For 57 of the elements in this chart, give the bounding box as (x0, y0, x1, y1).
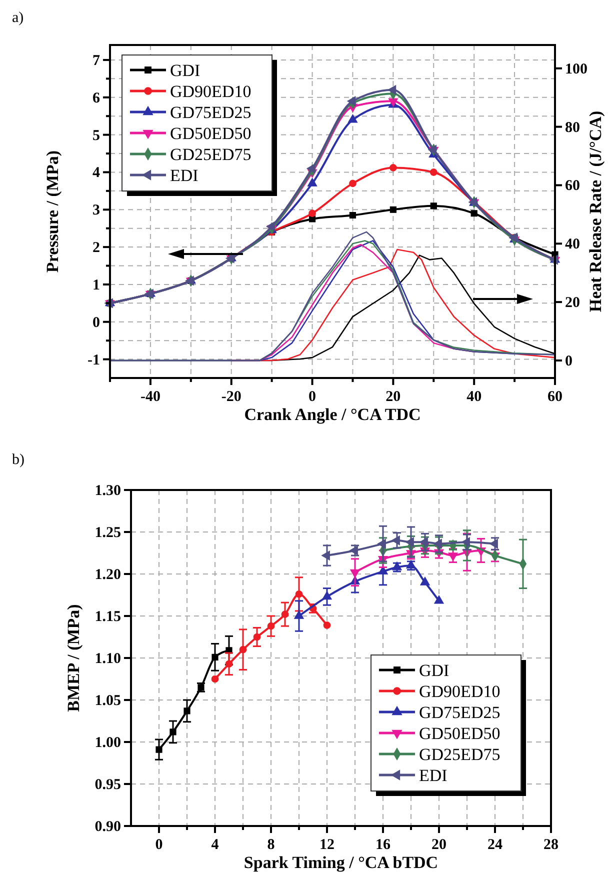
legend-label: GD50ED50 (419, 724, 500, 743)
y-tick-label: 4 (92, 165, 100, 182)
x-tick-label: 40 (466, 389, 482, 405)
legend-label: GD75ED25 (170, 103, 252, 122)
y-tick-label: 7 (92, 52, 100, 69)
legend-label: GD25ED75 (419, 745, 500, 764)
y-tick-label: 1.00 (94, 735, 121, 751)
y-axis-title: BMEP / (MPa) (64, 604, 83, 712)
y-tick-label: 1.30 (94, 483, 121, 499)
x-tick-label: 20 (386, 389, 401, 405)
legend-label: GDI (419, 661, 450, 680)
x-tick-label: 60 (548, 389, 562, 405)
x-tick-label: 0 (155, 837, 163, 853)
chart-title: a) (12, 10, 24, 26)
y-tick-label: 1 (92, 277, 100, 294)
x-tick-label: 24 (488, 837, 503, 853)
y2-tick-label: 20 (565, 295, 580, 312)
y2-axis-title: Heat Release Rate / (J/°CA) (586, 110, 605, 312)
y-tick-label: -1 (88, 352, 100, 368)
legend-label: EDI (170, 166, 199, 185)
y-tick-label: 1.25 (94, 525, 121, 541)
x-tick-label: 4 (211, 837, 220, 853)
y-tick-label: 3 (92, 202, 100, 219)
legend-label: GD25ED75 (170, 145, 252, 164)
y-tick-label: 2 (92, 240, 100, 256)
y2-tick-label: 40 (565, 236, 580, 253)
x-tick-label: -20 (221, 389, 242, 405)
x-tick-label: 12 (320, 837, 334, 853)
x-tick-label: -40 (140, 389, 160, 405)
x-tick-label: 28 (544, 837, 558, 853)
y-tick-label: 5 (92, 128, 100, 144)
legend-label: GDI (170, 61, 201, 80)
y-tick-label: 1.10 (94, 651, 121, 667)
x-axis-title: Spark Timing / °CA bTDC (244, 853, 438, 872)
y2-tick-label: 80 (565, 120, 580, 136)
x-tick-label: 16 (376, 837, 391, 853)
x-tick-label: 8 (267, 837, 275, 853)
y-tick-label: 1.05 (94, 693, 121, 709)
y2-tick-label: 100 (565, 61, 588, 78)
y-axis-title: Pressure / (MPa) (43, 150, 62, 273)
y2-tick-label: 0 (565, 353, 572, 370)
x-tick-label: 0 (308, 389, 316, 405)
legend-label: GD75ED25 (419, 703, 500, 722)
legend-label: GD90ED10 (419, 682, 500, 701)
y-tick-label: 6 (92, 90, 100, 106)
x-tick-label: 20 (432, 837, 446, 853)
y-tick-label: 0 (92, 314, 100, 331)
x-axis-title: Crank Angle / °CA TDC (244, 405, 421, 424)
y-tick-label: 0.95 (94, 777, 121, 793)
legend-label: GD50ED50 (170, 124, 252, 143)
y-tick-label: 1.15 (94, 609, 121, 625)
y-tick-label: 0.90 (94, 819, 121, 835)
y2-tick-label: 60 (565, 178, 580, 194)
y-tick-label: 1.20 (94, 567, 121, 583)
chart-title: b) (12, 452, 24, 468)
legend-label: GD90ED10 (170, 82, 252, 101)
legend-label: EDI (419, 766, 448, 785)
